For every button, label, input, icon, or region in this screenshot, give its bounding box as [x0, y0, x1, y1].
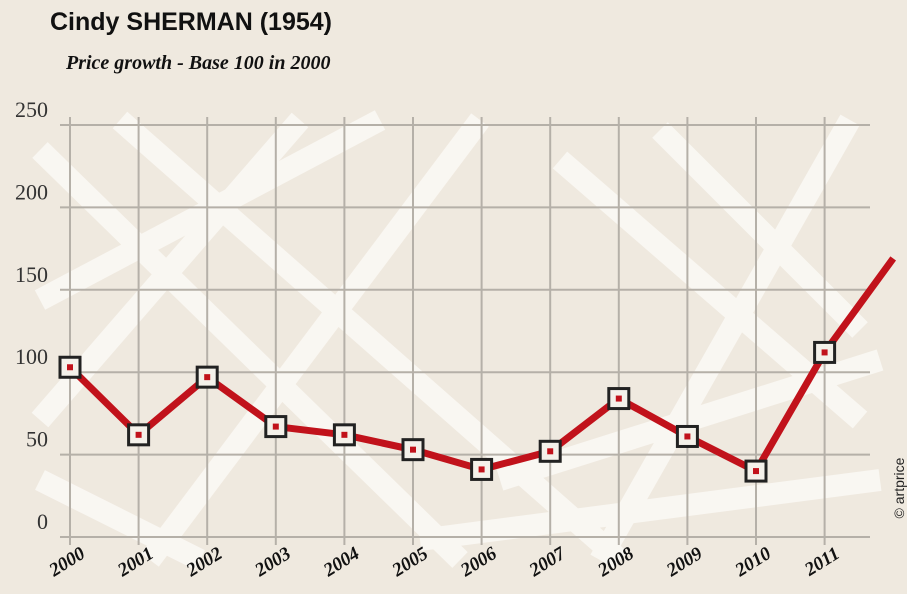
map-decoration [31, 110, 884, 570]
marker-inner [684, 433, 691, 440]
marker-inner [615, 395, 622, 402]
point-marker [332, 423, 356, 447]
point-marker [744, 459, 768, 483]
y-tick-label: 0 [37, 509, 48, 534]
marker-inner [547, 448, 554, 455]
point-marker [127, 423, 151, 447]
point-marker [264, 415, 288, 439]
point-marker [401, 438, 425, 462]
marker-inner [135, 431, 142, 438]
y-tick-label: 100 [15, 344, 48, 369]
y-tick-label: 150 [15, 262, 48, 287]
y-tick-label: 250 [15, 97, 48, 122]
marker-inner [67, 364, 73, 371]
credit: © artprice [891, 457, 907, 518]
point-marker [538, 439, 562, 463]
marker-inner [341, 431, 348, 438]
point-marker [58, 355, 82, 379]
marker-inner [272, 423, 279, 430]
point-marker [470, 457, 494, 481]
point-marker [813, 340, 837, 364]
chart-title: Cindy SHERMAN (1954) [50, 8, 332, 36]
y-tick-label: 50 [26, 427, 48, 452]
y-tick-label: 200 [15, 179, 48, 204]
point-marker [607, 387, 631, 411]
marker-inner [204, 374, 211, 381]
point-marker [195, 365, 219, 389]
marker-inner [753, 468, 759, 475]
marker-inner [410, 446, 416, 453]
marker-inner [821, 349, 828, 356]
marker-inner [478, 466, 485, 473]
point-marker [675, 424, 699, 448]
chart-subtitle: Price growth - Base 100 in 2000 [65, 52, 330, 74]
